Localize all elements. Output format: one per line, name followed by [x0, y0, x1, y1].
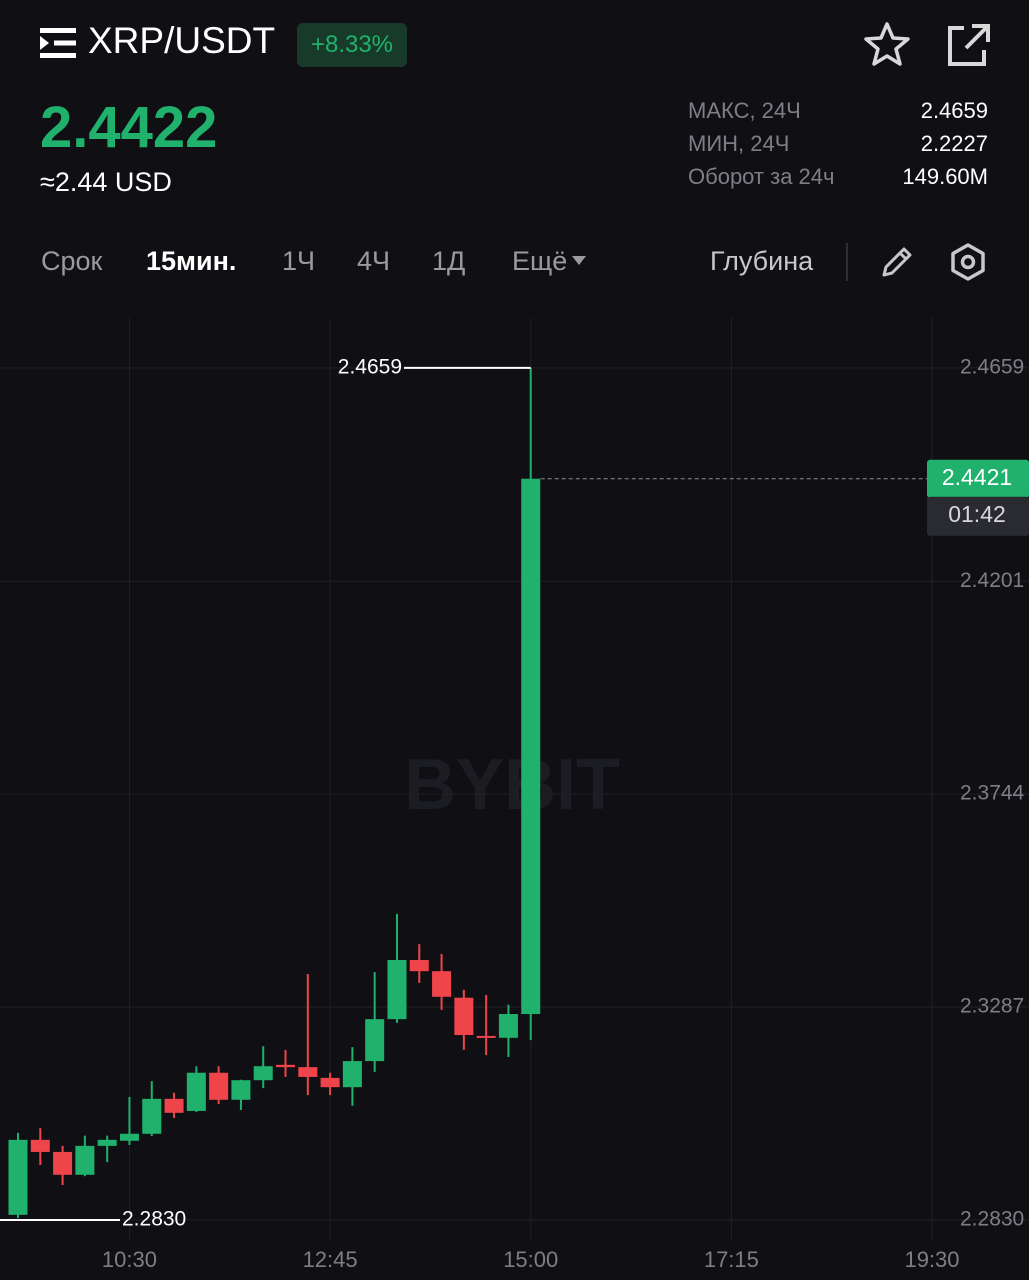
candle-body: [342, 1061, 362, 1088]
y-tick-label: 2.3287: [960, 995, 1024, 1018]
y-tick-label: 2.3744: [960, 782, 1025, 805]
candle-body: [119, 1133, 139, 1141]
depth-tab[interactable]: Глубина: [710, 246, 814, 276]
candle-body: [476, 1035, 496, 1038]
candle-body: [409, 959, 429, 972]
tab[interactable]: 1Ч: [282, 246, 316, 276]
candle-body: [164, 1098, 184, 1113]
x-tick-label: 15:00: [503, 1247, 558, 1272]
candle-body: [320, 1077, 340, 1088]
stat-label: МИН, 24Ч: [688, 131, 790, 156]
watermark: BYBIT: [404, 745, 620, 825]
stat-value: 149.60M: [902, 164, 988, 189]
y-tick-label: 2.4659: [960, 355, 1024, 378]
stat-label: МАКС, 24Ч: [688, 98, 801, 123]
y-tick-label: 2.4201: [960, 569, 1024, 592]
candle-body: [209, 1072, 229, 1100]
countdown-label: 01:42: [948, 501, 1006, 527]
stat-label: Оборот за 24ч: [688, 164, 835, 189]
candle-body: [186, 1072, 206, 1111]
stat-value: 2.4659: [920, 98, 988, 123]
candle-body: [142, 1098, 162, 1134]
candle-body: [8, 1139, 28, 1215]
y-tick-label: 2.2830: [960, 1208, 1024, 1231]
period-label: Срок: [41, 246, 103, 276]
candle-body: [30, 1139, 50, 1152]
change-badge: +8.33%: [297, 23, 407, 67]
x-tick-label: 17:15: [704, 1247, 759, 1272]
candle-body: [521, 478, 541, 1015]
current-price-box: [927, 459, 1029, 498]
candle-body: [298, 1067, 318, 1077]
menu-icon[interactable]: [40, 28, 76, 58]
candle-body: [231, 1080, 251, 1100]
x-tick-label: 10:30: [102, 1247, 157, 1272]
settings-icon[interactable]: [948, 242, 988, 282]
candle-body: [75, 1145, 95, 1175]
pair[interactable]: XRP/USDT: [88, 20, 276, 61]
candle-body: [454, 997, 474, 1036]
high-marker-label: 2.4659: [338, 355, 402, 378]
divider: [846, 243, 848, 281]
x-tick-label: 19:30: [904, 1247, 959, 1272]
candle-body: [53, 1151, 73, 1175]
candle-body: [498, 1014, 518, 1038]
dropdown-arrow: [572, 256, 586, 265]
low-marker-label: 2.2830: [122, 1208, 186, 1231]
share-icon[interactable]: [944, 22, 992, 68]
draw-icon[interactable]: [878, 243, 916, 281]
candle-body: [253, 1066, 273, 1081]
tab[interactable]: Ещё: [512, 246, 568, 276]
tab[interactable]: 1Д: [432, 246, 466, 276]
star-icon[interactable]: [862, 20, 912, 68]
tab[interactable]: 4Ч: [357, 246, 391, 276]
candle-body: [97, 1139, 117, 1146]
candle-body: [365, 1019, 385, 1062]
last-price: 2.4422: [40, 95, 218, 160]
candle-body: [276, 1064, 296, 1068]
candle-body: [387, 959, 407, 1020]
countdown-box: [927, 496, 1029, 536]
price-usd: ≈2.44 USD: [40, 167, 172, 197]
candle-body: [432, 971, 452, 997]
tab[interactable]: 15мин.: [146, 246, 237, 276]
stat-value: 2.2227: [920, 131, 988, 156]
x-tick-label: 12:45: [303, 1247, 358, 1272]
current-price-label: 2.4421: [942, 464, 1012, 490]
